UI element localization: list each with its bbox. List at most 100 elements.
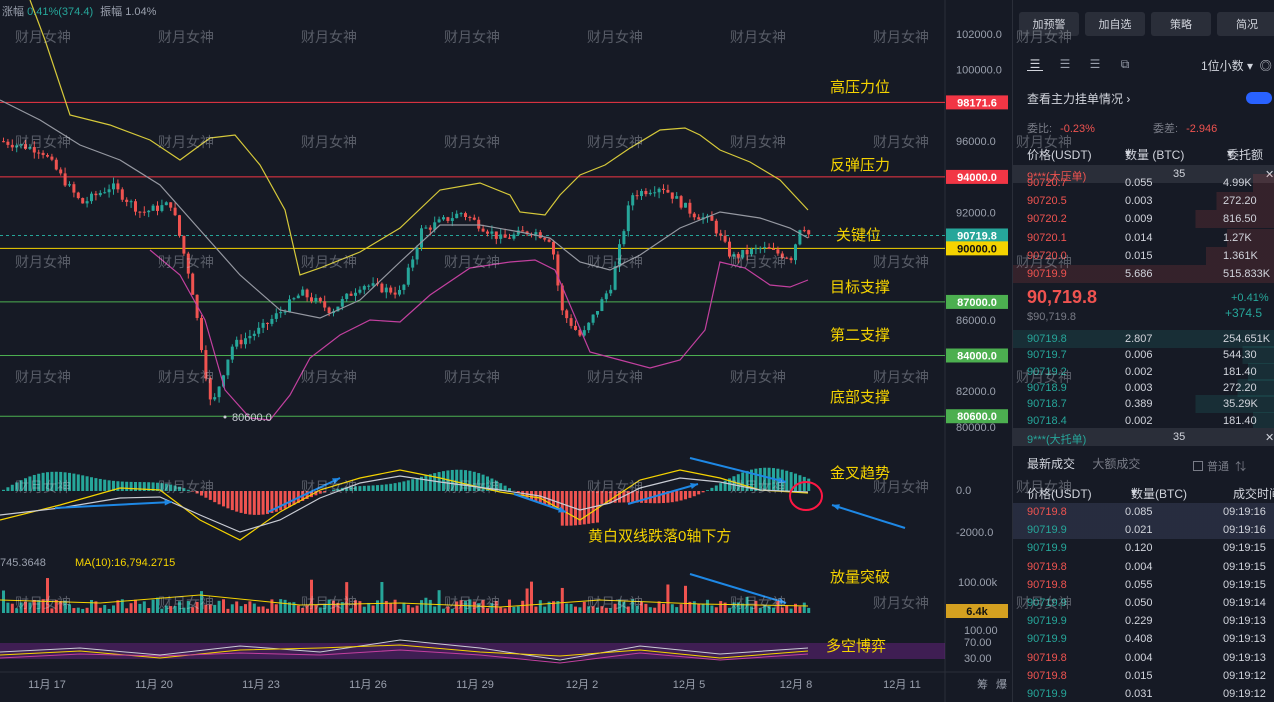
large-bid-banner[interactable]: 9***(大托单) 35 ✕: [1013, 428, 1274, 446]
macd-bar: [222, 491, 225, 507]
macd-bar: [582, 491, 586, 525]
macd-bar: [569, 491, 573, 526]
candle-body: [772, 248, 775, 250]
bid-row[interactable]: 90719.8 2.807 254.651K: [1013, 330, 1274, 348]
volume-bar: [129, 603, 133, 613]
bid-row[interactable]: 90719.7 0.006 544.30: [1013, 346, 1274, 365]
macd-bar: [631, 491, 635, 503]
macd-bar: [424, 475, 428, 491]
bids-only-icon[interactable]: ☰: [1059, 57, 1071, 71]
candle-body: [736, 253, 740, 258]
volume-bar: [37, 600, 41, 613]
trade-row[interactable]: 90719.8 0.055 09:19:15: [1013, 576, 1274, 594]
volume-bar: [684, 585, 687, 613]
trade-row[interactable]: 90719.9 0.229 09:19:13: [1013, 612, 1274, 630]
ask-row[interactable]: 90720.5 0.003 272.20: [1013, 192, 1274, 211]
price-tag-text: 87000.0: [957, 297, 997, 309]
overview-button[interactable]: 简况: [1217, 12, 1274, 36]
volume-bar: [758, 608, 762, 613]
candle-body: [666, 189, 670, 193]
chart-area[interactable]: 102000.0 100000.0 96000.0 92000.0 86000.0 820…: [0, 0, 1010, 702]
price-tag-text: 84000.0: [957, 351, 997, 363]
depth-icon[interactable]: ⧉: [1120, 56, 1130, 71]
ask-row[interactable]: 90720.0 0.015 1.361K: [1013, 246, 1274, 265]
volume-bar: [609, 608, 613, 613]
large-ask-banner[interactable]: 9***(大压单) 35 ✕: [1013, 165, 1274, 183]
macd-bar: [160, 483, 164, 491]
normal-checkbox[interactable]: 普通 ⇅: [1193, 458, 1246, 474]
volume-bar: [94, 601, 98, 613]
ask-row[interactable]: 90720.2 0.009 816.50: [1013, 210, 1274, 229]
add-watchlist-button[interactable]: 加自选: [1085, 12, 1145, 36]
macd-bar: [697, 491, 701, 495]
row-qty: 0.229: [1125, 615, 1153, 628]
bid-row[interactable]: 90719.2 0.002 181.40: [1013, 362, 1274, 381]
candle-body: [252, 333, 256, 336]
tab-large-trades[interactable]: 大额成交: [1092, 457, 1141, 471]
volume-bar: [728, 607, 731, 613]
macd-bar: [169, 484, 173, 491]
candle-body: [380, 283, 384, 293]
qty-header[interactable]: 数量 (BTC) ▾: [1125, 146, 1185, 162]
volume-axis-label: 100.00k: [958, 577, 998, 589]
trade-row[interactable]: 90719.9 0.050 09:19:14: [1013, 594, 1274, 612]
bid-row[interactable]: 90718.7 0.389 35.29K: [1013, 395, 1274, 414]
row-price: 90718.4: [1027, 414, 1067, 427]
volume-bar: [371, 605, 375, 613]
macd-bar: [292, 491, 296, 505]
candle-body: [613, 266, 617, 290]
candle-body: [763, 247, 767, 249]
trade-row[interactable]: 90719.8 0.004 09:19:13: [1013, 649, 1274, 667]
macd-bar: [235, 491, 239, 512]
both-sides-icon[interactable]: ☰: [1027, 57, 1043, 71]
volume-bar: [697, 603, 701, 613]
trade-row[interactable]: 90719.8 0.085 09:19:16: [1013, 503, 1274, 521]
ask-row[interactable]: 90720.1 0.014 1.27K: [1013, 228, 1274, 247]
row-qty: 5.686: [1125, 268, 1153, 280]
volume-bar: [741, 603, 745, 613]
macd-bar: [455, 469, 459, 491]
annotation-arrow: [831, 504, 906, 529]
bid-row[interactable]: 90718.9 0.003 272.20: [1013, 378, 1274, 397]
ask-row[interactable]: 90720.7 0.055 4.99K: [1013, 174, 1274, 192]
volume-bar: [134, 599, 137, 613]
golden-cross-label: 金叉趋势: [830, 465, 890, 482]
row-qty: 0.050: [1125, 597, 1153, 609]
volume-bar: [618, 599, 621, 613]
tab-latest-trades[interactable]: 最新成交: [1027, 457, 1076, 471]
asks-only-icon[interactable]: ☰: [1089, 57, 1101, 71]
trade-row[interactable]: 90719.8 0.015 09:19:12: [1013, 667, 1274, 685]
view-main-orders[interactable]: 查看主力挂单情况 ›: [1027, 92, 1131, 106]
macd-bar: [252, 491, 256, 515]
candle-body: [684, 202, 687, 208]
volume-bar: [279, 599, 283, 613]
trade-row[interactable]: 90719.9 0.031 09:19:12: [1013, 685, 1274, 702]
macd-bar: [46, 472, 49, 491]
main-orders-toggle[interactable]: [1246, 92, 1272, 104]
volume-bar: [349, 608, 353, 613]
volume-bar: [288, 602, 291, 613]
add-alert-button[interactable]: 加预警: [1019, 12, 1079, 36]
macd-bar: [719, 483, 723, 491]
kline-chart[interactable]: 102000.0 100000.0 96000.0 92000.0 86000.0 820…: [0, 0, 1010, 702]
amount-header[interactable]: 委托额 ▾: [1227, 146, 1264, 162]
candle-body: [340, 299, 344, 307]
price-tag-text: 90719.8: [957, 230, 997, 242]
candle-body: [556, 254, 560, 286]
trade-row[interactable]: 90719.9 0.120 09:19:15: [1013, 539, 1274, 557]
strategy-button[interactable]: 策略: [1151, 12, 1211, 36]
trade-row[interactable]: 90719.9 0.021 09:19:16: [1013, 521, 1274, 540]
candle-body: [208, 378, 212, 400]
trade-row[interactable]: 90719.9 0.408 09:19:13: [1013, 630, 1274, 648]
candle-body: [371, 283, 375, 286]
bid-row[interactable]: 90718.4 0.002 181.40: [1013, 411, 1274, 430]
macd-bar: [28, 476, 32, 491]
trade-row[interactable]: 90719.8 0.004 09:19:15: [1013, 558, 1274, 576]
volume-bar: [772, 607, 775, 613]
volume-bar: [600, 606, 604, 613]
row-amount: 09:19:15: [1223, 560, 1266, 573]
orderbook-header: 价格(USDT) 数量 (BTC) ▾ 委托额 ▾: [1027, 146, 1274, 162]
decimal-select[interactable]: 1位小数 ▾ ◎: [1201, 59, 1272, 73]
ask-row[interactable]: 90719.9 5.686 515.833K: [1013, 265, 1274, 283]
macd-bar: [530, 491, 533, 500]
